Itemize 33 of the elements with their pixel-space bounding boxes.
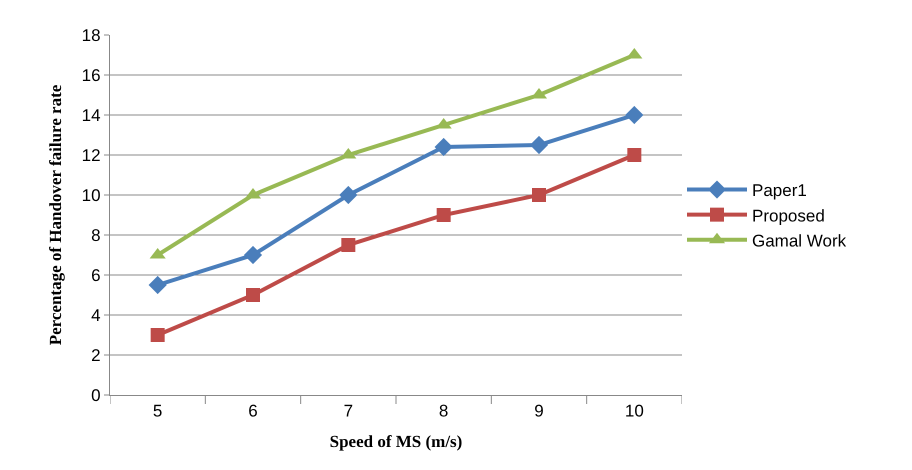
point xyxy=(244,246,262,264)
y-tick-label: 8 xyxy=(91,226,101,245)
point xyxy=(530,136,548,154)
point xyxy=(436,208,451,222)
legend-label: Proposed xyxy=(752,206,825,226)
legend-label: Paper1 xyxy=(752,181,807,200)
x-tick-label: 6 xyxy=(248,401,258,420)
y-tick-label: 18 xyxy=(82,26,101,45)
y-tick-label: 14 xyxy=(82,106,101,125)
x-axis-title: Speed of MS (m/s) xyxy=(330,432,462,451)
point xyxy=(150,328,165,342)
y-tick-label: 16 xyxy=(82,66,101,85)
point xyxy=(434,138,453,156)
x-tick-label: 8 xyxy=(438,401,448,420)
point xyxy=(339,186,358,204)
y-tick-label: 2 xyxy=(91,346,101,365)
point xyxy=(246,288,260,302)
y-tick-label: 10 xyxy=(82,186,101,205)
x-tick-label: 10 xyxy=(624,401,644,420)
point xyxy=(341,238,356,252)
point xyxy=(532,188,546,202)
y-tick-label: 0 xyxy=(91,386,101,405)
point xyxy=(625,106,644,124)
x-tick-label: 9 xyxy=(534,401,544,420)
legend-label: Gamal Work xyxy=(752,231,847,250)
y-tick-label: 12 xyxy=(82,146,101,165)
y-tick-label: 6 xyxy=(91,266,101,285)
x-tick-label: 5 xyxy=(152,401,162,420)
y-axis-title: Percentage of Handover failure rate xyxy=(46,84,66,346)
y-tick-label: 4 xyxy=(91,306,101,325)
point xyxy=(627,148,642,162)
point xyxy=(148,276,167,294)
x-tick-label: 7 xyxy=(344,401,354,420)
